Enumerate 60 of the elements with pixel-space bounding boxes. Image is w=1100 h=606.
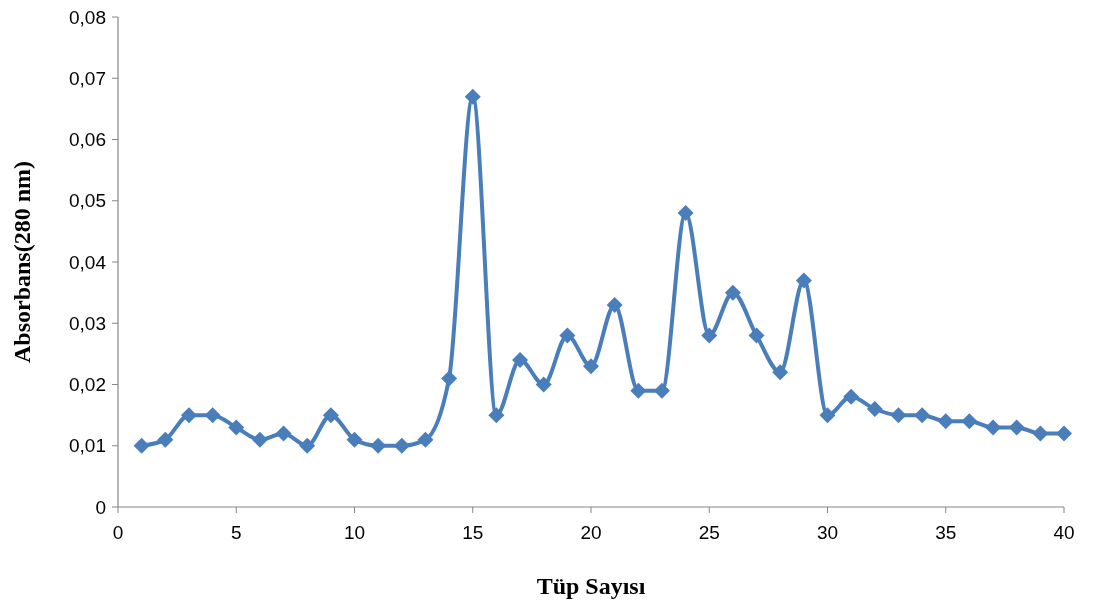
point — [890, 407, 907, 424]
point — [133, 437, 150, 454]
point — [1032, 425, 1049, 442]
point — [583, 358, 599, 375]
point — [441, 370, 458, 387]
y-tick-label: 0,06 — [69, 129, 106, 151]
x-axis-title: Tüp Sayısı — [536, 573, 646, 599]
point — [866, 401, 883, 417]
point — [914, 407, 931, 424]
y-tick-label: 0 — [95, 496, 106, 518]
point — [512, 352, 529, 368]
point — [748, 327, 765, 344]
x-tick-label: 5 — [230, 522, 242, 543]
point — [559, 327, 576, 344]
point — [251, 431, 268, 448]
point — [393, 437, 410, 454]
point — [299, 437, 316, 454]
point — [370, 437, 387, 454]
point — [1056, 425, 1072, 442]
point — [795, 272, 812, 289]
point — [322, 407, 339, 424]
point — [701, 327, 718, 344]
point — [275, 425, 292, 442]
y-axis-title: Absorbans(280 nm) — [9, 160, 35, 364]
x-tick-label: 20 — [580, 522, 602, 543]
x-tick-label: 40 — [1053, 522, 1075, 543]
point — [843, 388, 860, 405]
point — [677, 205, 694, 221]
y-tick-label: 0,07 — [69, 67, 106, 89]
point — [937, 413, 954, 430]
y-tick-label: 0,04 — [69, 251, 107, 273]
point — [228, 419, 245, 436]
point — [961, 413, 978, 430]
x-tick-label: 25 — [698, 522, 720, 543]
x-tick-label: 35 — [935, 522, 957, 543]
point — [204, 407, 221, 424]
point — [488, 407, 505, 424]
point — [464, 88, 481, 105]
point — [985, 419, 1002, 436]
x-tick-label: 0 — [112, 522, 124, 543]
point — [417, 431, 434, 448]
point — [653, 382, 670, 399]
x-tick-label: 15 — [462, 522, 484, 543]
point — [535, 376, 552, 393]
y-tick-label: 0,05 — [69, 190, 106, 212]
y-tick-label: 0,01 — [69, 435, 106, 457]
y-tick-label: 0,02 — [69, 374, 106, 396]
point — [606, 296, 623, 313]
point — [772, 364, 789, 381]
x-tick-label: 10 — [343, 522, 366, 543]
point — [630, 382, 647, 399]
point — [819, 407, 836, 424]
point — [724, 284, 741, 301]
x-tick-label: 30 — [816, 522, 839, 543]
point — [346, 431, 363, 448]
y-tick-label: 0,03 — [69, 312, 106, 334]
point — [157, 431, 174, 448]
point — [180, 407, 197, 424]
point — [1008, 419, 1025, 436]
y-tick-label: 0,08 — [69, 6, 106, 28]
